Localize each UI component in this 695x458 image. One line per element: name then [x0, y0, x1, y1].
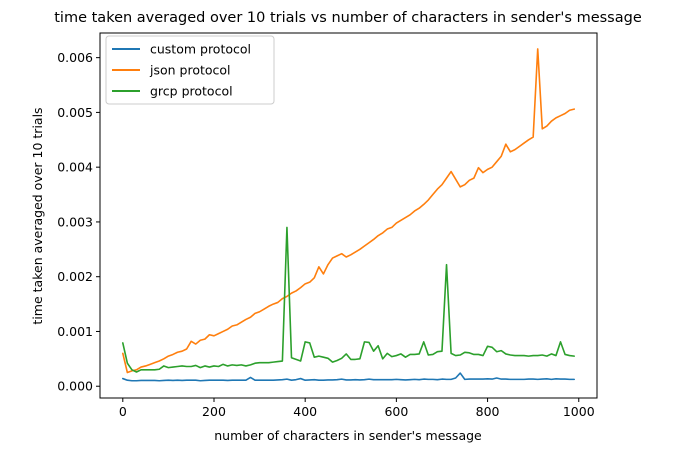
y-axis-label: time taken averaged over 10 trials	[30, 107, 45, 324]
legend-label-grcp: grcp protocol	[150, 84, 233, 99]
x-axis-label: number of characters in sender's message	[214, 428, 482, 443]
y-tick-label: 0.005	[57, 105, 93, 120]
y-tick-label: 0.004	[57, 160, 93, 175]
legend-box	[105, 35, 275, 105]
legend-label-json: json protocol	[149, 63, 231, 78]
x-tick-label: 400	[293, 404, 317, 419]
y-tick-label: 0.001	[57, 324, 93, 339]
legend: custom protocol json protocol grcp proto…	[105, 35, 275, 105]
x-tick-label: 200	[202, 404, 226, 419]
x-tick-label: 1000	[563, 404, 595, 419]
y-tick-label: 0.003	[57, 214, 93, 229]
series-line-custom	[122, 372, 576, 382]
series-line-json	[122, 48, 576, 374]
series-line-grcp	[122, 226, 576, 373]
x-tick-label: 800	[476, 404, 500, 419]
x-tick-label: 0	[119, 404, 127, 419]
legend-label-custom: custom protocol	[150, 42, 251, 57]
y-axis: 0.000 0.001 0.002 0.003 0.004 0.005 0.006	[57, 50, 100, 394]
chart-title: time taken averaged over 10 trials vs nu…	[54, 10, 642, 26]
x-axis: 0 200 400 600 800 1000	[119, 398, 595, 419]
y-tick-label: 0.002	[57, 269, 93, 284]
series-layer	[122, 48, 576, 382]
x-tick-label: 600	[384, 404, 408, 419]
y-tick-label: 0.006	[57, 50, 93, 65]
y-tick-label: 0.000	[57, 379, 93, 394]
